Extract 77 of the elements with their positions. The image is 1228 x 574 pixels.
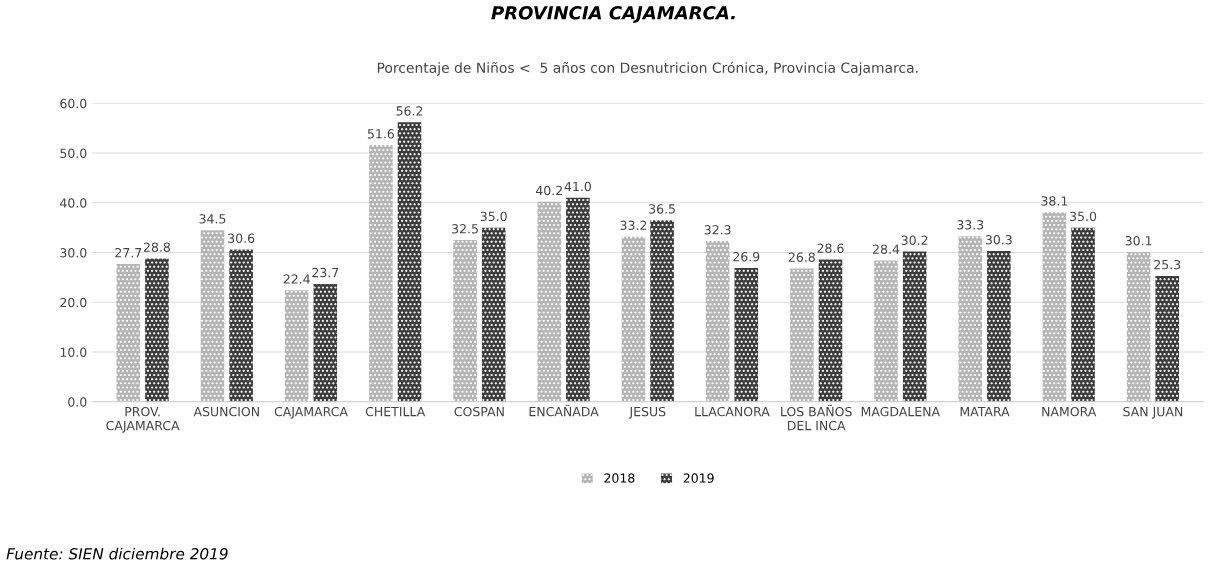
- bar: [313, 283, 338, 402]
- bar: [705, 241, 730, 402]
- x-tick-label: LLACANORA: [695, 406, 770, 417]
- text: 30.6: [228, 233, 255, 243]
- bar: [229, 249, 253, 402]
- y-tick-label: 30.0: [60, 248, 87, 258]
- bar: [1126, 252, 1151, 402]
- text: 51.6: [367, 129, 395, 139]
- y-tick-label: 0.0: [68, 397, 87, 407]
- source-note: Fuente: SIEN diciembre 2019: [6, 547, 228, 560]
- x-tick-label: PROV. CAJAMARCA: [106, 406, 180, 433]
- bar: [537, 201, 562, 402]
- bar: [566, 197, 590, 402]
- text: 40.2: [535, 185, 562, 196]
- text: 22.4: [283, 274, 310, 284]
- bar: [200, 230, 225, 402]
- text: 36.5: [649, 204, 675, 214]
- text: 38.1: [1041, 196, 1068, 206]
- text: 32.5: [452, 224, 478, 234]
- text: 30.2: [901, 235, 928, 245]
- legend-label: 2019: [683, 473, 714, 483]
- bar: [1155, 275, 1180, 402]
- text: 33.3: [957, 220, 984, 230]
- bar: [818, 259, 843, 402]
- bar: [790, 268, 814, 402]
- bar: [116, 264, 141, 402]
- x-tick-label: JESUS: [628, 406, 666, 419]
- bar: [734, 267, 759, 402]
- chart-title: PROVINCIA CAJAMARCA.: [491, 5, 735, 23]
- x-tick-label: COSPAN: [454, 406, 504, 417]
- bar: [397, 122, 422, 402]
- text: 34.5: [199, 214, 226, 224]
- bar: [369, 145, 393, 402]
- text: 32.3: [704, 225, 731, 235]
- x-tick-label: ENCAÑADA: [529, 404, 599, 417]
- legend-label: 2018: [604, 473, 635, 483]
- bar: [621, 236, 646, 402]
- x-tick-label: MATARA: [960, 407, 1010, 417]
- text: 41.0: [564, 181, 591, 192]
- x-tick-label: NAMORA: [1042, 406, 1097, 417]
- bar: [902, 251, 927, 402]
- bar: [453, 240, 477, 402]
- y-tick-label: 20.0: [60, 297, 87, 308]
- text: 33.2: [620, 220, 647, 231]
- bar: [481, 227, 506, 402]
- text: 26.8: [788, 252, 815, 262]
- text: 30.3: [985, 235, 1012, 245]
- x-tick-label: MAGDALENA: [861, 406, 941, 417]
- text: 35.0: [480, 211, 507, 222]
- text: 27.7: [115, 247, 142, 258]
- bar: [1071, 227, 1095, 402]
- text: 56.2: [396, 106, 423, 116]
- text: 23.7: [312, 267, 339, 278]
- text: 28.4: [873, 244, 900, 254]
- bar: [145, 258, 169, 402]
- text: 30.1: [1125, 236, 1152, 246]
- bar: [958, 236, 983, 402]
- x-tick-label: LOS BAÑOS DEL INCA: [781, 404, 852, 431]
- x-tick-label: SAN JUAN: [1123, 406, 1183, 419]
- x-tick-label: ASUNCION: [193, 406, 259, 417]
- bar: [650, 220, 674, 402]
- bar: [987, 251, 1011, 402]
- y-tick-label: 60.0: [60, 98, 87, 109]
- bar: [1042, 212, 1067, 402]
- bar: [284, 290, 309, 402]
- y-tick-label: 10.0: [60, 347, 87, 357]
- bar: [874, 260, 898, 402]
- text: 28.6: [817, 243, 844, 253]
- x-tick-label: CHETILLA: [365, 406, 426, 417]
- text: 26.9: [733, 251, 760, 262]
- text: 35.0: [1070, 211, 1097, 222]
- chart-subtitle: Porcentaje de Niños < 5 años con Desnutricion Crónica, Provincia Cajamarca.: [377, 61, 918, 76]
- y-tick-label: 40.0: [60, 198, 87, 208]
- text: 25.3: [1154, 259, 1181, 270]
- text: 28.8: [143, 242, 170, 252]
- x-tick-label: CAJAMARCA: [274, 406, 348, 419]
- y-tick-label: 50.0: [60, 148, 87, 158]
